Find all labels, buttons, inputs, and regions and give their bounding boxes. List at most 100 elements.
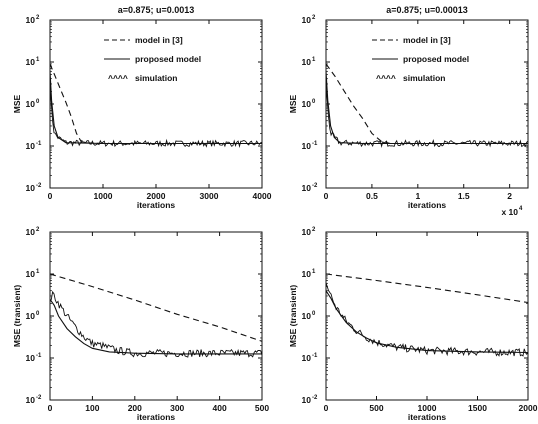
x-tick-label: 500	[369, 403, 383, 413]
y-tick-exponent: -1	[312, 353, 318, 359]
y-tick-exponent: -1	[312, 141, 318, 147]
simulation-series-line	[326, 282, 528, 357]
proposed-model-series-line	[50, 298, 262, 355]
x-tick-label: 0	[48, 403, 53, 413]
y-tick-label: 10	[302, 227, 312, 237]
x-tick-label: 100	[85, 403, 99, 413]
x-tick-label: 2000	[519, 403, 538, 413]
y-tick-exponent: 1	[36, 269, 40, 275]
legend-marker-simulation: ^^^^	[376, 73, 396, 83]
y-tick-exponent: -1	[36, 141, 42, 147]
simulation-series-line	[50, 86, 262, 148]
x-tick-label: 3000	[200, 191, 219, 201]
x-tick-label: 200	[128, 403, 142, 413]
y-tick-exponent: 2	[36, 227, 40, 233]
series-group	[326, 63, 528, 148]
proposed-model-series-line	[50, 71, 262, 145]
y-tick-exponent: 0	[36, 99, 40, 105]
legend-marker-simulation: ^^^^	[108, 73, 128, 83]
x-tick-label: 500	[255, 403, 269, 413]
subplot-title: a=0.875; u=0.0013	[118, 5, 195, 15]
y-tick-label: 10	[302, 269, 312, 279]
y-tick-exponent: 0	[312, 311, 316, 317]
y-tick-label: 10	[302, 99, 312, 109]
x-tick-label: 1000	[94, 191, 113, 201]
model-ref-series-line	[50, 273, 262, 342]
y-tick-exponent: 0	[312, 99, 316, 105]
x-tick-label: 4000	[253, 191, 272, 201]
y-axis-label: MSE	[12, 94, 22, 113]
y-tick-label: 10	[26, 353, 36, 363]
x-multiplier-exponent: 4	[519, 206, 523, 212]
y-tick-label: 10	[302, 395, 312, 405]
proposed-model-series-line	[326, 71, 528, 145]
x-tick-label: 0.5	[366, 191, 378, 201]
y-tick-exponent: 1	[312, 269, 316, 275]
series-group	[50, 273, 262, 358]
y-tick-label: 10	[302, 15, 312, 25]
axes-frame	[325, 19, 529, 189]
legend-label: model in [3]	[403, 35, 451, 45]
y-tick-exponent: -2	[312, 183, 318, 189]
y-tick-label: 10	[302, 183, 312, 193]
y-tick-label: 10	[26, 141, 36, 151]
x-axis-label: iterations	[137, 412, 176, 422]
y-tick-exponent: 2	[36, 15, 40, 21]
y-tick-label: 10	[302, 353, 312, 363]
axes-frame	[49, 231, 263, 401]
simulation-series-line	[326, 84, 528, 148]
y-tick-exponent: 2	[312, 15, 316, 21]
y-tick-label: 10	[26, 227, 36, 237]
legend-label: proposed model	[135, 54, 201, 64]
x-axis-label: iterations	[137, 200, 176, 210]
y-tick-label: 10	[26, 269, 36, 279]
y-tick-exponent: 2	[312, 227, 316, 233]
y-tick-label: 10	[26, 311, 36, 321]
model-ref-series-line	[326, 273, 528, 304]
x-tick-label: 0	[324, 403, 329, 413]
simulation-series-line	[50, 290, 262, 358]
y-tick-label: 10	[26, 57, 36, 67]
axes-frame	[49, 19, 263, 189]
x-axis-label: iterations	[408, 200, 447, 210]
series-group	[50, 63, 262, 148]
y-axis-label: MSE (transient)	[288, 285, 298, 348]
y-tick-label: 10	[302, 57, 312, 67]
x-tick-label: 1500	[468, 403, 487, 413]
y-tick-exponent: -2	[36, 183, 42, 189]
axes-frame	[325, 231, 529, 401]
x-tick-label: 300	[170, 403, 184, 413]
proposed-model-series-line	[326, 290, 528, 354]
legend-label: simulation	[403, 73, 446, 83]
y-tick-label: 10	[26, 395, 36, 405]
y-tick-label: 10	[26, 99, 36, 109]
y-tick-exponent: -1	[36, 353, 42, 359]
y-tick-exponent: -2	[36, 395, 42, 401]
x-tick-label: 0	[324, 191, 329, 201]
x-tick-label: 1000	[418, 403, 437, 413]
y-tick-exponent: 0	[36, 311, 40, 317]
y-tick-label: 10	[26, 183, 36, 193]
x-tick-label: 1.5	[458, 191, 470, 201]
legend-label: proposed model	[403, 54, 469, 64]
x-tick-label: 2	[507, 191, 512, 201]
x-multiplier: x 10	[501, 207, 518, 217]
x-tick-label: 2000	[147, 191, 166, 201]
y-tick-exponent: 1	[312, 57, 316, 63]
y-tick-exponent: -2	[312, 395, 318, 401]
series-group	[326, 273, 528, 357]
subplot-title: a=0.875; u=0.00013	[386, 5, 468, 15]
legend-label: model in [3]	[135, 35, 183, 45]
y-tick-label: 10	[302, 311, 312, 321]
x-tick-label: 1	[415, 191, 420, 201]
y-tick-label: 10	[302, 141, 312, 151]
y-tick-label: 10	[26, 15, 36, 25]
x-tick-label: 0	[48, 191, 53, 201]
x-axis-label: iterations	[408, 412, 447, 422]
y-axis-label: MSE	[288, 94, 298, 113]
